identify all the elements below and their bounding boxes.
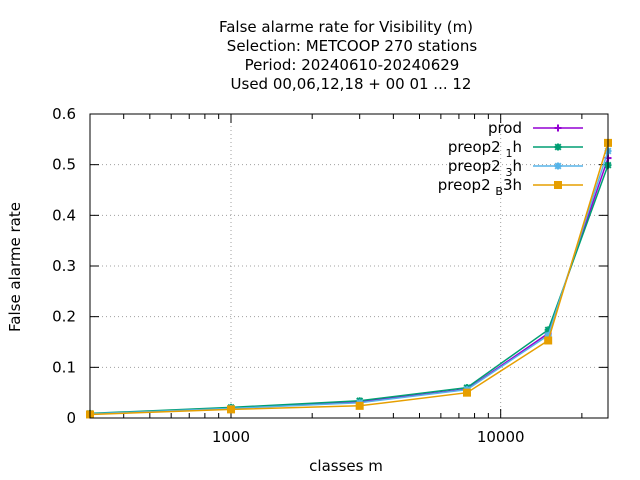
grid bbox=[90, 114, 608, 418]
series-line bbox=[89, 142, 609, 416]
plot-frame bbox=[89, 113, 609, 419]
y-tick-label: 0.5 bbox=[52, 156, 76, 174]
data-point bbox=[462, 388, 471, 397]
legend-item: preop2 1h bbox=[448, 138, 583, 160]
y-tick-label: 0.1 bbox=[52, 358, 76, 376]
legend-item: preop2 B3h bbox=[438, 176, 583, 198]
title-line-2: Selection: METCOOP 270 stations bbox=[227, 37, 478, 55]
x-tick-label: 10000 bbox=[477, 428, 525, 446]
legend-label: preop2 3h bbox=[448, 157, 522, 179]
series-preop2_3h bbox=[86, 147, 612, 418]
legend-item: preop2 3h bbox=[448, 157, 583, 179]
y-tick-label: 0.4 bbox=[52, 206, 76, 224]
legend-label: preop2 B3h bbox=[438, 176, 522, 198]
series-prod bbox=[86, 154, 612, 418]
series-line bbox=[89, 157, 609, 415]
series-line bbox=[89, 150, 609, 415]
y-tick-label: 0.2 bbox=[52, 308, 76, 326]
series-preop2_B3h bbox=[86, 138, 612, 419]
title-line-1: False alarme rate for Visibility (m) bbox=[219, 18, 473, 36]
data-point bbox=[355, 401, 364, 410]
y-tick-labels: 0 0.1 0.2 0.3 0.4 0.5 0.6 bbox=[52, 105, 76, 427]
title-line-3: Period: 20240610-20240629 bbox=[245, 56, 460, 74]
legend-label: preop2 1h bbox=[448, 138, 522, 160]
legend-marker bbox=[554, 124, 562, 132]
legend-label: prod bbox=[488, 119, 522, 137]
chart-title: False alarme rate for Visibility (m) Sel… bbox=[219, 18, 477, 93]
data-point bbox=[544, 336, 553, 345]
x-axis-label: classes m bbox=[309, 457, 383, 475]
data-point bbox=[227, 405, 236, 414]
legend-item: prod bbox=[488, 119, 583, 137]
legend-marker bbox=[554, 162, 562, 170]
x-tick-labels: 1000 10000 bbox=[212, 428, 525, 446]
x-tick-label: 1000 bbox=[212, 428, 250, 446]
series-lines bbox=[86, 138, 612, 419]
y-tick-label: 0 bbox=[66, 409, 76, 427]
y-tick-label: 0.6 bbox=[52, 105, 76, 123]
legend-marker bbox=[554, 143, 562, 151]
y-tick-label: 0.3 bbox=[52, 257, 76, 275]
series-preop2_1h bbox=[86, 161, 612, 417]
series-line bbox=[89, 164, 609, 415]
title-line-4: Used 00,06,12,18 + 00 01 ... 12 bbox=[231, 75, 472, 93]
y-axis-label: False alarme rate bbox=[6, 202, 24, 332]
legend-marker bbox=[554, 181, 562, 189]
